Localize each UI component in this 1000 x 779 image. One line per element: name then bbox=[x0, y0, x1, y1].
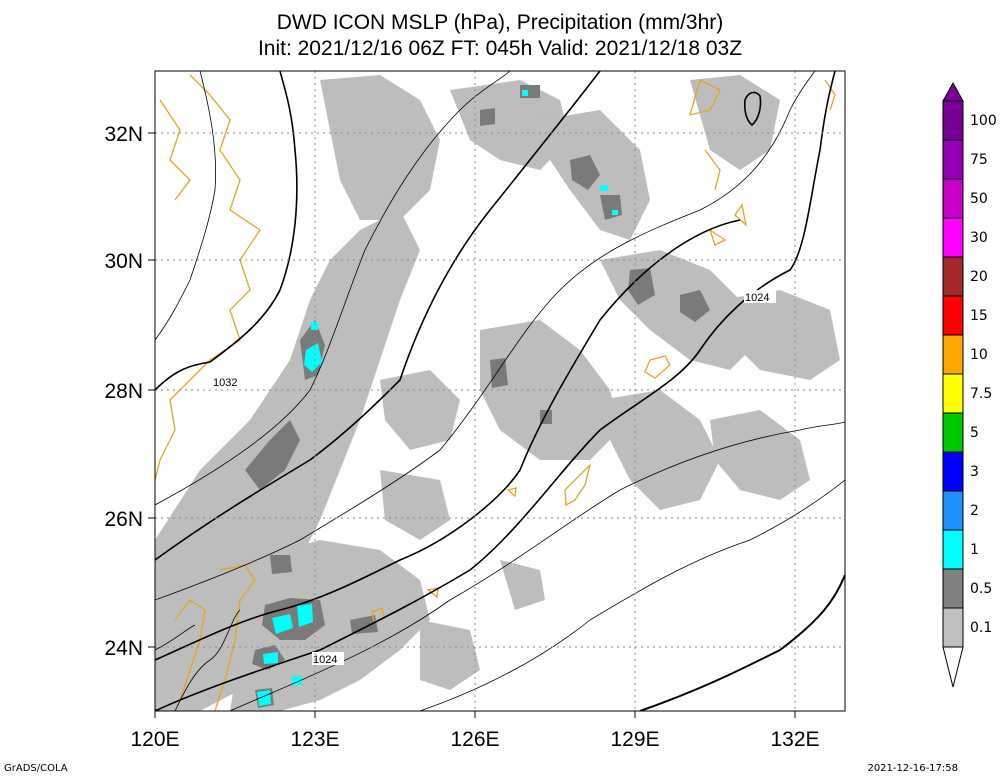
colorbar: 100 75 50 30 20 15 10 7.5 5 3 2 1 0.5 0.1 bbox=[942, 81, 997, 688]
colorbar-label: 2 bbox=[970, 503, 979, 519]
y-tick-label: 32N bbox=[104, 123, 143, 146]
colorbar-label: 15 bbox=[970, 308, 988, 324]
precip-light-areas bbox=[155, 75, 840, 711]
footer-software-label: GrADS/COLA bbox=[4, 763, 68, 774]
map-title-line-2: Init: 2021/12/16 06Z FT: 045h Valid: 202… bbox=[257, 37, 743, 60]
colorbar-label: 5 bbox=[970, 425, 979, 441]
colorbar-swatch bbox=[942, 490, 964, 531]
colorbar-label: 1 bbox=[970, 542, 979, 558]
colorbar-swatch bbox=[942, 451, 964, 492]
colorbar-label: 30 bbox=[970, 230, 988, 246]
colorbar-bottom-arrow bbox=[942, 646, 964, 688]
latitude-labels: 32N 30N 28N 26N 24N bbox=[104, 123, 143, 660]
longitude-labels: 120E 123E 126E 129E 132E bbox=[130, 728, 819, 751]
colorbar-swatch bbox=[942, 373, 964, 414]
y-tick-label: 28N bbox=[104, 380, 143, 403]
colorbar-swatch bbox=[942, 178, 964, 219]
colorbar-label: 100 bbox=[970, 113, 997, 129]
x-tick-label: 132E bbox=[770, 728, 819, 751]
colorbar-swatch bbox=[942, 100, 964, 141]
x-tick-label: 126E bbox=[450, 728, 499, 751]
y-tick-label: 30N bbox=[104, 250, 143, 273]
colorbar-label: 20 bbox=[970, 269, 988, 285]
map-title-line-1: DWD ICON MSLP (hPa), Precipitation (mm/3… bbox=[276, 11, 724, 34]
colorbar-label: 0.5 bbox=[970, 581, 992, 597]
isobar-label-1024-east: 1024 bbox=[745, 292, 769, 304]
colorbar-label: 75 bbox=[970, 152, 988, 168]
colorbar-swatch bbox=[942, 412, 964, 453]
colorbar-swatch bbox=[942, 334, 964, 375]
colorbar-swatch bbox=[942, 529, 964, 570]
precipitation-field bbox=[155, 75, 840, 711]
colorbar-top-arrow bbox=[942, 81, 964, 102]
isobars bbox=[155, 71, 845, 711]
colorbar-swatch bbox=[942, 607, 964, 648]
colorbar-label: 3 bbox=[970, 464, 979, 480]
colorbar-label: 7.5 bbox=[970, 386, 992, 402]
footer-timestamp: 2021-12-16-17:58 bbox=[867, 763, 958, 774]
colorbar-label: 10 bbox=[970, 347, 988, 363]
map-frame bbox=[154, 70, 846, 712]
x-tick-label: 129E bbox=[610, 728, 659, 751]
colorbar-swatch bbox=[942, 217, 964, 258]
axis-ticks bbox=[148, 132, 796, 718]
isobar-label-1024-south: 1024 bbox=[313, 654, 337, 666]
colorbar-swatch bbox=[942, 295, 964, 336]
x-tick-label: 120E bbox=[130, 728, 179, 751]
isobar-label-1032: 1032 bbox=[213, 377, 237, 389]
colorbar-swatch bbox=[942, 568, 964, 609]
y-tick-label: 24N bbox=[104, 637, 143, 660]
isobar-labels: 1032 1024 1024 bbox=[212, 290, 776, 666]
colorbar-label: 50 bbox=[970, 191, 988, 207]
colorbar-swatch bbox=[942, 256, 964, 297]
y-tick-label: 26N bbox=[104, 508, 143, 531]
colorbar-swatch bbox=[942, 139, 964, 180]
map-gridlines bbox=[155, 71, 845, 711]
x-tick-label: 123E bbox=[290, 728, 339, 751]
colorbar-label: 0.1 bbox=[970, 620, 992, 636]
